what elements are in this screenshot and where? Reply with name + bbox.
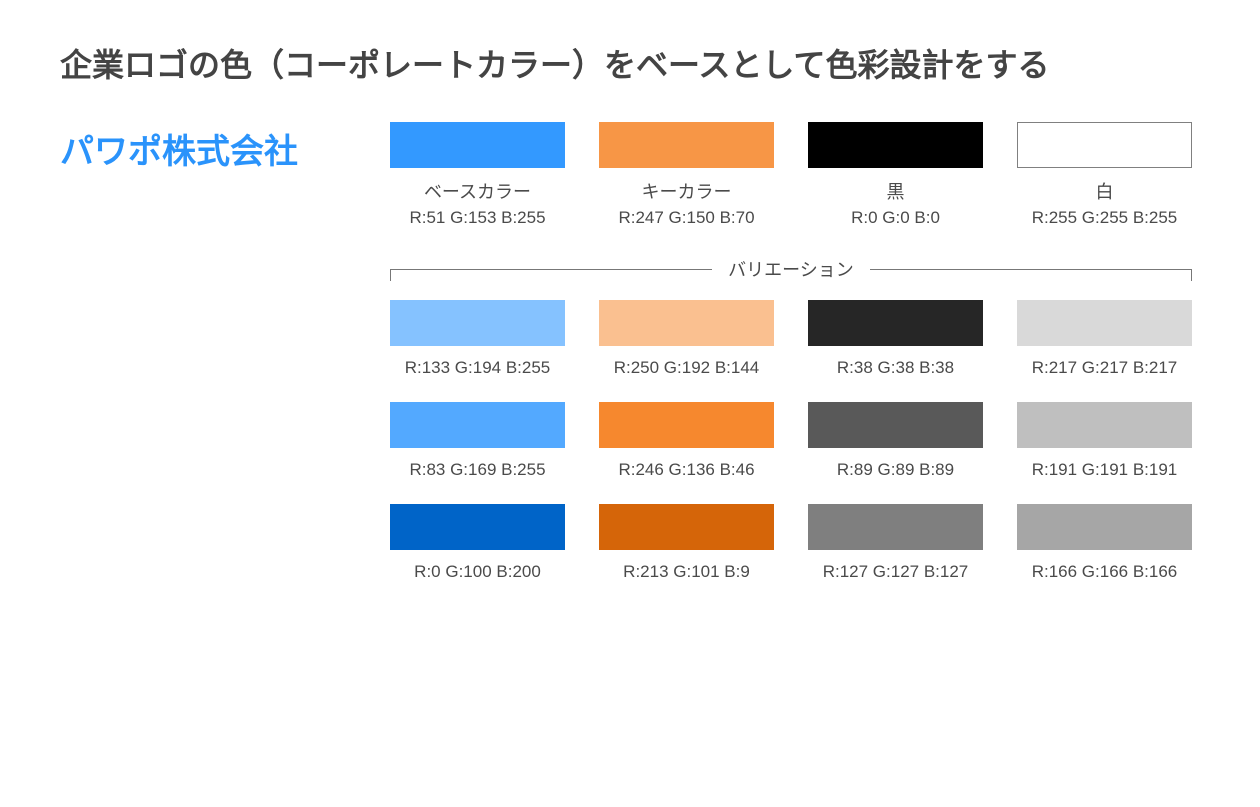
color-swatch bbox=[808, 300, 983, 346]
color-swatch bbox=[599, 300, 774, 346]
variation-header: バリエーション bbox=[390, 256, 1192, 282]
variation-cell: R:246 G:136 B:46 bbox=[599, 402, 774, 480]
variation-row: R:83 G:169 B:255 R:246 G:136 B:46 R:89 G:8… bbox=[390, 402, 1200, 480]
color-swatch bbox=[599, 122, 774, 168]
color-swatch bbox=[599, 504, 774, 550]
variation-cell: R:166 G:166 B:166 bbox=[1017, 504, 1192, 582]
swatch-rgb-label: R:133 G:194 B:255 bbox=[390, 358, 565, 378]
main-color-cell: キーカラー R:247 G:150 B:70 bbox=[599, 122, 774, 228]
variation-row: R:133 G:194 B:255 R:250 G:192 B:144 R:38 G… bbox=[390, 300, 1200, 378]
content-row: パワポ株式会社 ベースカラー R:51 G:153 B:255 キーカラー R:247… bbox=[60, 122, 1200, 606]
swatch-rgb-label: R:191 G:191 B:191 bbox=[1017, 460, 1192, 480]
color-swatch bbox=[599, 402, 774, 448]
swatch-rgb-label: R:51 G:153 B:255 bbox=[390, 208, 565, 228]
swatch-rgb-label: R:255 G:255 B:255 bbox=[1017, 208, 1192, 228]
main-color-row: ベースカラー R:51 G:153 B:255 キーカラー R:247 G:150 B… bbox=[390, 122, 1200, 228]
color-swatch bbox=[1017, 402, 1192, 448]
swatch-rgb-label: R:0 G:100 B:200 bbox=[390, 562, 565, 582]
color-swatch bbox=[390, 122, 565, 168]
variation-block: バリエーション R:133 G:194 B:255 R:250 G:192 B:1… bbox=[390, 256, 1200, 582]
swatch-name-label: キーカラー bbox=[599, 178, 774, 204]
color-swatch bbox=[808, 504, 983, 550]
color-swatch bbox=[808, 122, 983, 168]
variation-cell: R:127 G:127 B:127 bbox=[808, 504, 983, 582]
color-swatch bbox=[808, 402, 983, 448]
swatch-name-label: 白 bbox=[1017, 178, 1192, 204]
company-logo-text: パワポ株式会社 bbox=[60, 124, 390, 173]
swatch-name-label: 黒 bbox=[808, 178, 983, 204]
main-color-cell: ベースカラー R:51 G:153 B:255 bbox=[390, 122, 565, 228]
variation-hook-right bbox=[1191, 269, 1192, 281]
variation-cell: R:213 G:101 B:9 bbox=[599, 504, 774, 582]
main-color-cell: 黒 R:0 G:0 B:0 bbox=[808, 122, 983, 228]
variation-hook-left bbox=[390, 269, 391, 281]
color-swatch bbox=[1017, 300, 1192, 346]
swatch-name-label: ベースカラー bbox=[390, 178, 565, 204]
variation-cell: R:250 G:192 B:144 bbox=[599, 300, 774, 378]
swatch-rgb-label: R:247 G:150 B:70 bbox=[599, 208, 774, 228]
swatch-rgb-label: R:89 G:89 B:89 bbox=[808, 460, 983, 480]
color-swatch bbox=[1017, 504, 1192, 550]
swatch-rgb-label: R:127 G:127 B:127 bbox=[808, 562, 983, 582]
palette-column: ベースカラー R:51 G:153 B:255 キーカラー R:247 G:150 B… bbox=[390, 122, 1200, 606]
slide: 企業ロゴの色（コーポレートカラー）をベースとして色彩設計をする パワポ株式会社 … bbox=[0, 0, 1260, 807]
variation-cell: R:191 G:191 B:191 bbox=[1017, 402, 1192, 480]
variation-cell: R:0 G:100 B:200 bbox=[390, 504, 565, 582]
variation-row: R:0 G:100 B:200 R:213 G:101 B:9 R:127 G:12… bbox=[390, 504, 1200, 582]
variation-cell: R:133 G:194 B:255 bbox=[390, 300, 565, 378]
swatch-rgb-label: R:38 G:38 B:38 bbox=[808, 358, 983, 378]
color-swatch bbox=[390, 300, 565, 346]
logo-column: パワポ株式会社 bbox=[60, 122, 390, 173]
swatch-rgb-label: R:0 G:0 B:0 bbox=[808, 208, 983, 228]
swatch-rgb-label: R:166 G:166 B:166 bbox=[1017, 562, 1192, 582]
variation-label: バリエーション bbox=[712, 256, 870, 282]
color-swatch bbox=[1017, 122, 1192, 168]
color-swatch bbox=[390, 402, 565, 448]
color-swatch bbox=[390, 504, 565, 550]
variation-cell: R:89 G:89 B:89 bbox=[808, 402, 983, 480]
swatch-rgb-label: R:217 G:217 B:217 bbox=[1017, 358, 1192, 378]
variation-cell: R:38 G:38 B:38 bbox=[808, 300, 983, 378]
swatch-rgb-label: R:246 G:136 B:46 bbox=[599, 460, 774, 480]
main-color-cell: 白 R:255 G:255 B:255 bbox=[1017, 122, 1192, 228]
swatch-rgb-label: R:250 G:192 B:144 bbox=[599, 358, 774, 378]
swatch-rgb-label: R:83 G:169 B:255 bbox=[390, 460, 565, 480]
swatch-rgb-label: R:213 G:101 B:9 bbox=[599, 562, 774, 582]
variation-rows: R:133 G:194 B:255 R:250 G:192 B:144 R:38 G… bbox=[390, 300, 1200, 582]
page-title: 企業ロゴの色（コーポレートカラー）をベースとして色彩設計をする bbox=[60, 40, 1200, 86]
variation-cell: R:217 G:217 B:217 bbox=[1017, 300, 1192, 378]
variation-cell: R:83 G:169 B:255 bbox=[390, 402, 565, 480]
